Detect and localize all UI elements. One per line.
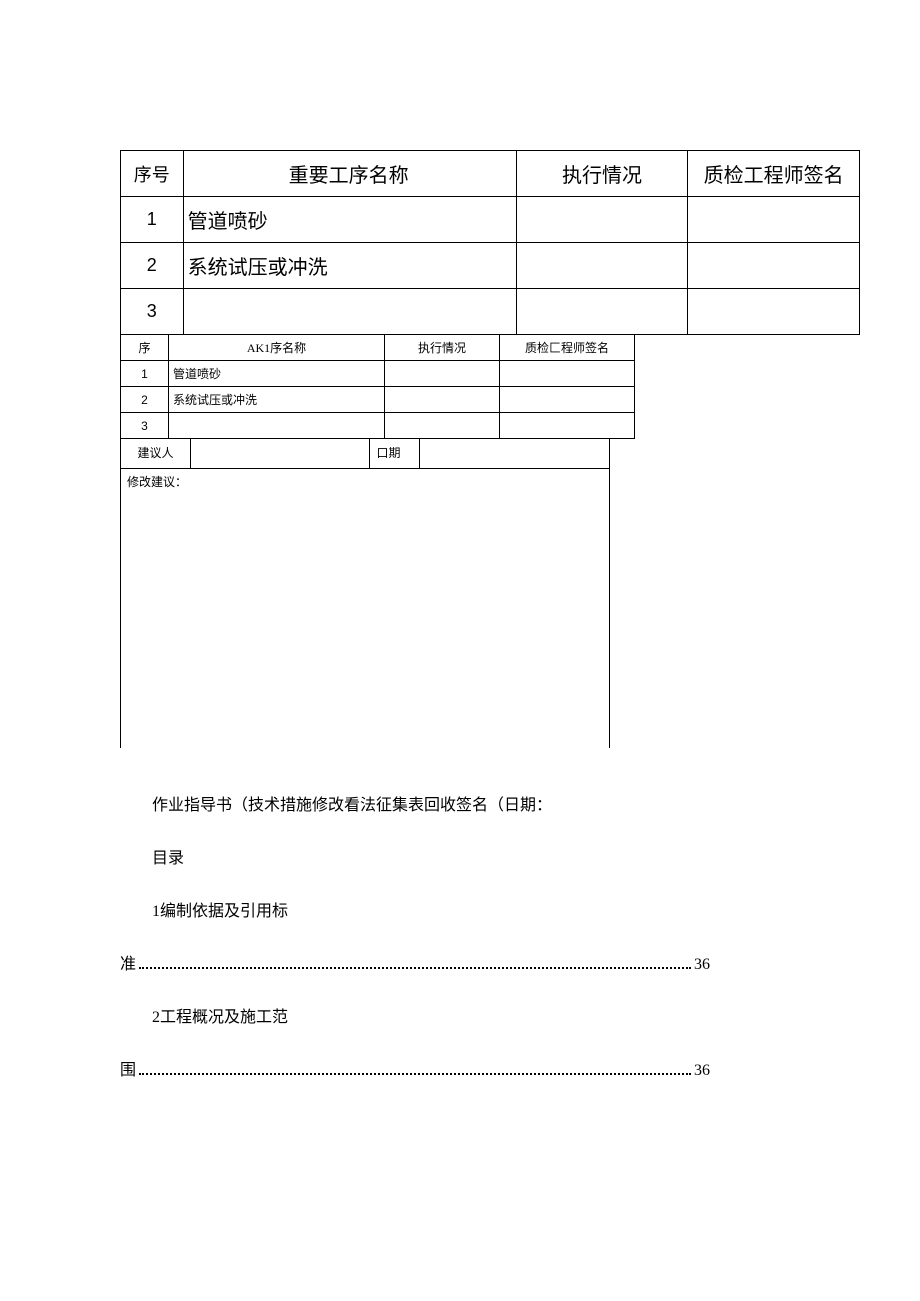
cell-sign <box>688 289 860 335</box>
cell-exec <box>385 361 500 387</box>
cell-exec <box>385 387 500 413</box>
table-row: 1 管道喷砂 <box>121 197 860 243</box>
cell-exec <box>385 413 500 439</box>
table-header-row: 序号 重要工序名称 执行情况 质检工程师签名 <box>121 151 860 197</box>
cell-exec <box>516 243 688 289</box>
suggester-label: 建议人 <box>121 438 191 468</box>
table-row: 3 <box>121 289 860 335</box>
col-name-header: AK1序名称 <box>169 335 385 361</box>
cell-sign <box>500 361 635 387</box>
toc-entry-wrap: 准 <box>120 947 136 982</box>
cell-exec <box>516 197 688 243</box>
toc-page-number: 36 <box>694 947 710 982</box>
date-value <box>420 438 610 468</box>
toc-entry: 准 36 <box>120 947 710 982</box>
toc-entry-prefix: 2工程概况及施工范 <box>120 1000 800 1035</box>
cell-name: 系统试压或冲洗 <box>169 387 385 413</box>
col-sign-header: 质检匚程师签名 <box>500 335 635 361</box>
cell-seq: 2 <box>121 387 169 413</box>
cell-sign <box>500 387 635 413</box>
cell-sign <box>688 243 860 289</box>
col-name-header: 重要工序名称 <box>183 151 516 197</box>
suggester-value <box>190 438 370 468</box>
col-sign-header: 质检工程师签名 <box>688 151 860 197</box>
toc-page-number: 36 <box>694 1053 710 1088</box>
cell-sign <box>500 413 635 439</box>
date-label: 口期 <box>370 438 420 468</box>
toc-dots <box>139 955 691 969</box>
col-seq-header: 序 <box>121 335 169 361</box>
table-row: 2 系统试压或冲洗 <box>121 387 635 413</box>
toc-entry-prefix: 1编制依据及引用标 <box>120 894 800 929</box>
table-row: 3 <box>121 413 635 439</box>
toc-entry: 围 36 <box>120 1053 710 1088</box>
body-section: 作业指导书（技术措施修改看法征集表回收签名（日期： 目录 1编制依据及引用标 准… <box>120 788 800 1089</box>
table-row: 1 管道喷砂 <box>121 361 635 387</box>
secondary-procedure-table: 序 AK1序名称 执行情况 质检匚程师签名 1 管道喷砂 2 系统试压或冲洗 3 <box>120 334 635 439</box>
toc-entry-wrap: 围 <box>120 1053 136 1088</box>
main-procedure-table: 序号 重要工序名称 执行情况 质检工程师签名 1 管道喷砂 2 系统试压或冲洗 … <box>120 150 860 335</box>
table-header-row: 序 AK1序名称 执行情况 质检匚程师签名 <box>121 335 635 361</box>
suggestion-label: 修改建议： <box>127 475 187 489</box>
cell-seq: 3 <box>121 289 184 335</box>
col-exec-header: 执行情况 <box>385 335 500 361</box>
suggester-row: 建议人 口期 <box>120 438 610 469</box>
toc-dots <box>139 1061 691 1075</box>
table-row: 2 系统试压或冲洗 <box>121 243 860 289</box>
cell-name: 管道喷砂 <box>169 361 385 387</box>
cell-name: 管道喷砂 <box>183 197 516 243</box>
cell-sign <box>688 197 860 243</box>
cell-name: 系统试压或冲洗 <box>183 243 516 289</box>
cell-seq: 2 <box>121 243 184 289</box>
toc-title: 目录 <box>120 841 800 876</box>
cell-exec <box>516 289 688 335</box>
cell-seq: 1 <box>121 197 184 243</box>
suggestion-box: 修改建议： <box>120 468 610 748</box>
cell-seq: 3 <box>121 413 169 439</box>
table-row: 建议人 口期 <box>121 438 610 468</box>
col-seq-header: 序号 <box>121 151 184 197</box>
cell-name <box>169 413 385 439</box>
cell-name <box>183 289 516 335</box>
instruction-line: 作业指导书（技术措施修改看法征集表回收签名（日期： <box>120 788 800 823</box>
cell-seq: 1 <box>121 361 169 387</box>
col-exec-header: 执行情况 <box>516 151 688 197</box>
